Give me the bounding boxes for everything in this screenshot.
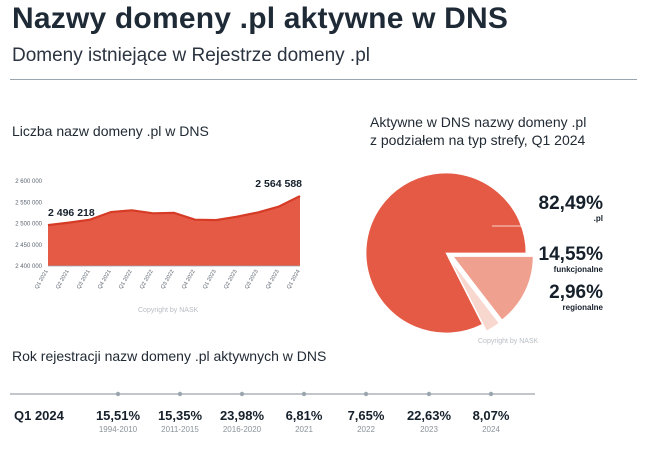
header-divider [10, 79, 637, 80]
pie-category-label-pl: .pl [593, 214, 603, 223]
pie-chart-title-line1: Aktywne w DNS nazwy domeny .pl [370, 114, 587, 130]
timeline-title: Rok rejestracji nazw domeny .pl aktywnyc… [12, 348, 327, 364]
timeline-period-label: 2016-2020 [222, 425, 262, 434]
y-tick-label: 2 550 000 [15, 200, 42, 206]
timeline-value: 15,35% [157, 408, 203, 423]
pie-slice-regionalne [449, 259, 500, 332]
timeline-value: 22,63% [406, 408, 452, 423]
data-label: 2 496 218 [48, 207, 95, 219]
pie-category-label-regionalne: regionalne [562, 303, 603, 312]
area-fill [48, 196, 300, 266]
timeline-value: 23,98% [219, 408, 265, 423]
pie-category-label-funkcjonalne: funkcjonalne [553, 265, 603, 274]
timeline-period-label: 2023 [420, 425, 438, 434]
y-tick-label: 2 400 000 [15, 264, 42, 270]
timeline-row-label: Q1 2024 [14, 408, 64, 423]
timeline-column: 15,35% 2011-2015 [150, 408, 210, 435]
timeline-column: 23,98% 2016-2020 [212, 408, 272, 435]
pie-chart-title-line2: z podziałem na typ strefy, Q1 2024 [370, 132, 586, 148]
timeline-dot [363, 391, 369, 397]
timeline-column: 6,81% 2021 [274, 408, 334, 435]
timeline-column: 8,07% 2024 [461, 408, 521, 435]
pie-slice-pl [365, 172, 527, 334]
timeline-value: 7,65% [347, 408, 385, 423]
timeline-dot [301, 391, 307, 397]
pie-chart-copyright: Copyright by NASK [478, 338, 539, 345]
series-line [47, 195, 301, 227]
timeline-dot [239, 391, 245, 397]
page-subtitle: Domeny istniejące w Rejestrze domeny .pl [12, 45, 370, 66]
pie-value-label-funkcjonalne: 14,55% [538, 244, 603, 265]
y-tick-label: 2 500 000 [15, 222, 42, 228]
timeline-column: 15,51% 1994-2010 [88, 408, 148, 435]
timeline-period-label: 2024 [482, 425, 500, 434]
timeline-column: 22,63% 2023 [399, 408, 459, 435]
y-tick-label: 2 450 000 [15, 243, 42, 249]
timeline-period-label: 2011-2015 [161, 425, 199, 434]
timeline-period-label: 1994-2010 [98, 425, 138, 434]
timeline-period-label: 2021 [295, 425, 313, 434]
timeline-dot [177, 391, 183, 397]
timeline-value: 8,07% [472, 408, 510, 423]
pie-value-label-regionalne: 2,96% [549, 282, 603, 303]
line-chart-title: Liczba nazw domeny .pl w DNS [12, 123, 209, 139]
timeline-dot [115, 391, 121, 397]
data-label: 2 564 588 [255, 178, 302, 190]
pie-slice-funkcjonalne [452, 256, 534, 321]
y-tick-label: 2 600 000 [15, 179, 42, 185]
page-title: Nazwy domeny .pl aktywne w DNS [12, 2, 509, 35]
timeline-dot [426, 391, 432, 397]
pie-value-label-pl: 82,49% [538, 193, 603, 214]
timeline-value: 15,51% [95, 408, 141, 423]
timeline-period-label: 2022 [357, 425, 375, 434]
timeline-value: 6,81% [285, 408, 323, 423]
line-chart-copyright: Copyright by NASK [138, 307, 199, 314]
timeline-column: 7,65% 2022 [336, 408, 396, 435]
timeline-dot [488, 391, 494, 397]
